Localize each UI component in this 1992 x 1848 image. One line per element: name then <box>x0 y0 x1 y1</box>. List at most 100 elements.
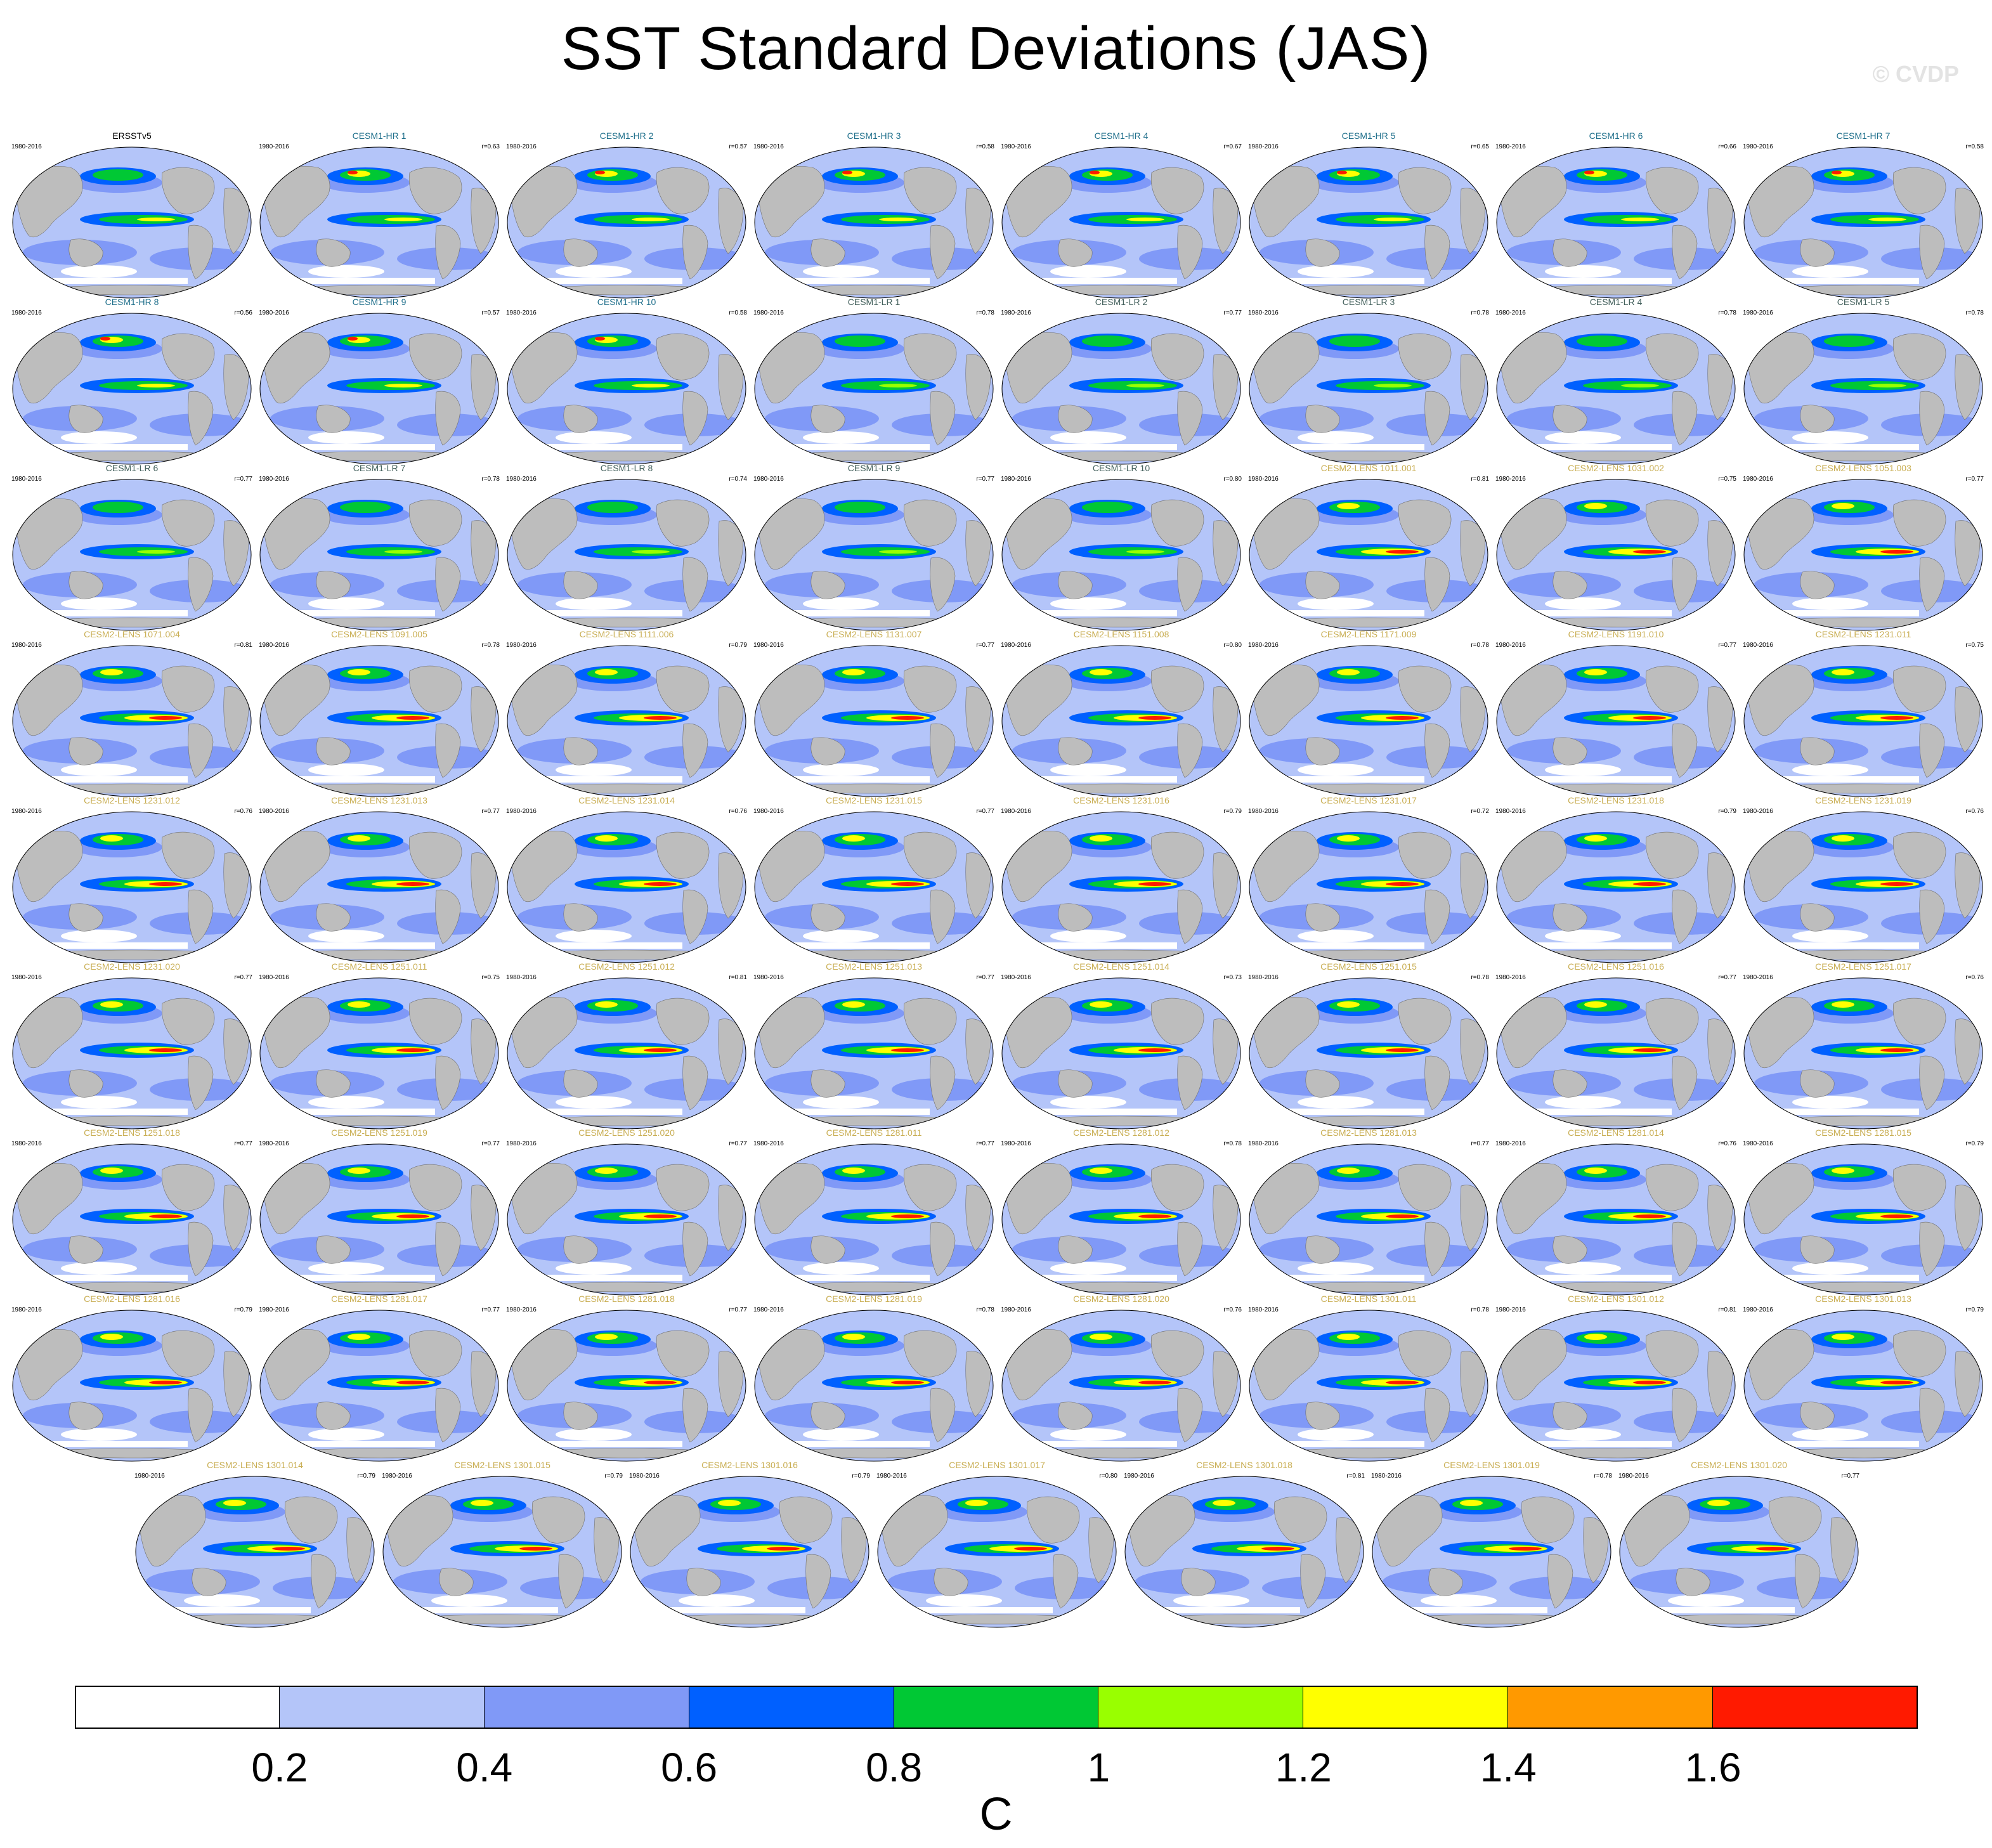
map-outline <box>1496 313 1736 465</box>
sst-map <box>1743 977 1983 1129</box>
land-mass <box>188 224 214 280</box>
panel-period: 1980-2016 <box>1495 476 1526 483</box>
land-mass <box>1424 1221 1450 1277</box>
land-mass <box>810 1235 845 1264</box>
colorbar-units-label: C <box>979 1789 1013 1840</box>
panel-title: CESM2-LENS 1251.012 <box>578 961 675 972</box>
land-mass <box>1672 557 1698 612</box>
panel-period: 1980-2016 <box>506 1140 537 1147</box>
panel-period: 1980-2016 <box>11 1140 42 1147</box>
sst-map <box>1001 811 1241 963</box>
map-outline <box>1249 977 1488 1129</box>
panel-correlation: r=0.77 <box>234 974 252 981</box>
panel-period: 1980-2016 <box>1495 1306 1526 1313</box>
map-outline <box>12 1310 252 1462</box>
map-outline <box>259 313 499 465</box>
panel-correlation: r=0.81 <box>234 642 252 649</box>
map-panel: CESM2-LENS 1281.012 1980-2016 r=0.78 <box>999 1128 1243 1305</box>
map-outline <box>754 1143 994 1296</box>
land-mass <box>29 1116 237 1126</box>
land-mass <box>1398 1330 1452 1377</box>
panel-period: 1980-2016 <box>1495 309 1526 316</box>
panel-correlation: r=0.76 <box>1718 1140 1736 1147</box>
land-mass <box>435 557 461 612</box>
land-mass <box>1892 831 1946 879</box>
map-panel: CESM1-LR 3 1980-2016 r=0.78 <box>1247 297 1490 474</box>
map-outline <box>259 146 499 299</box>
land-mass <box>1004 830 1072 902</box>
panel-period: 1980-2016 <box>259 476 289 483</box>
land-mass <box>1513 1448 1721 1459</box>
panel-period: 1980-2016 <box>1618 1473 1649 1480</box>
map-outline <box>135 1476 375 1628</box>
land-mass <box>316 903 351 932</box>
colorbar-segment <box>894 1686 1099 1729</box>
map-panel: CESM1-HR 6 1980-2016 r=0.66 <box>1494 131 1738 308</box>
panel-correlation: r=0.56 <box>234 309 252 316</box>
panel-title: CESM1-HR 9 <box>352 297 407 307</box>
map-outline <box>754 479 994 631</box>
land-mass <box>276 617 485 628</box>
land-mass <box>1672 723 1698 778</box>
land-mass <box>262 1329 330 1400</box>
land-mass <box>563 737 598 765</box>
panel-period: 1980-2016 <box>506 1306 537 1313</box>
land-mass <box>15 996 83 1068</box>
sst-map <box>259 146 499 299</box>
map-panel: CESM2-LENS 1301.016 1980-2016 r=0.79 <box>628 1460 871 1637</box>
land-mass <box>563 1069 598 1098</box>
land-mass <box>1919 1055 1945 1110</box>
land-mass <box>161 167 215 214</box>
map-panel: CESM2-LENS 1281.017 1980-2016 r=0.77 <box>257 1294 501 1471</box>
land-mass <box>262 830 330 902</box>
land-mass <box>1177 723 1203 778</box>
land-mass <box>276 285 485 296</box>
map-panel: CESM2-LENS 1301.015 1980-2016 r=0.79 <box>381 1460 624 1637</box>
land-mass <box>1892 167 1946 214</box>
land-mass <box>930 557 956 612</box>
land-mass <box>276 1116 485 1126</box>
land-mass <box>880 1495 948 1566</box>
panel-title: CESM2-LENS 1191.010 <box>1568 629 1664 639</box>
land-mass <box>810 238 845 267</box>
sst-map <box>1249 1310 1488 1462</box>
land-mass <box>509 664 578 736</box>
panel-correlation: r=0.79 <box>604 1473 623 1480</box>
map-panel: CESM2-LENS 1301.013 1980-2016 r=0.79 <box>1741 1294 1985 1471</box>
land-mass <box>1018 783 1227 794</box>
land-mass <box>1004 332 1072 403</box>
map-outline <box>1249 645 1488 797</box>
land-mass <box>1398 167 1452 214</box>
land-mass <box>1760 451 1969 462</box>
sst-map <box>754 977 994 1129</box>
land-mass <box>1800 1402 1835 1430</box>
map-panel: CESM2-LENS 1281.019 1980-2016 r=0.78 <box>752 1294 996 1471</box>
map-panel: CESM2-LENS 1091.005 1980-2016 r=0.78 <box>257 629 501 807</box>
land-mass <box>316 238 351 267</box>
map-outline <box>12 146 252 299</box>
map-panel: CESM2-LENS 1251.020 1980-2016 r=0.77 <box>505 1128 748 1305</box>
sst-map <box>259 1310 499 1462</box>
land-mass <box>1800 405 1835 433</box>
panel-correlation: r=0.79 <box>1965 1306 1984 1313</box>
panel-title: CESM1-LR 2 <box>1095 297 1148 307</box>
land-mass <box>262 498 330 569</box>
land-mass <box>1004 1162 1072 1234</box>
panel-correlation: r=0.58 <box>1965 143 1984 150</box>
sst-map <box>12 1310 252 1462</box>
land-mass <box>682 1221 708 1277</box>
land-mass <box>903 998 957 1045</box>
panel-period: 1980-2016 <box>1495 974 1526 981</box>
land-mass <box>161 998 215 1045</box>
land-mass <box>1892 499 1946 547</box>
land-mass <box>15 664 83 736</box>
land-mass <box>1251 166 1320 237</box>
map-panel: CESM1-HR 3 1980-2016 r=0.58 <box>752 131 996 308</box>
map-outline <box>1743 313 1983 465</box>
land-mass <box>1645 333 1699 381</box>
panel-period: 1980-2016 <box>11 808 42 815</box>
land-mass <box>1251 996 1320 1068</box>
land-mass <box>771 285 979 296</box>
panel-title: CESM1-LR 6 <box>105 463 159 473</box>
map-panel: ERSSTv5 1980-2016 <box>10 131 254 308</box>
